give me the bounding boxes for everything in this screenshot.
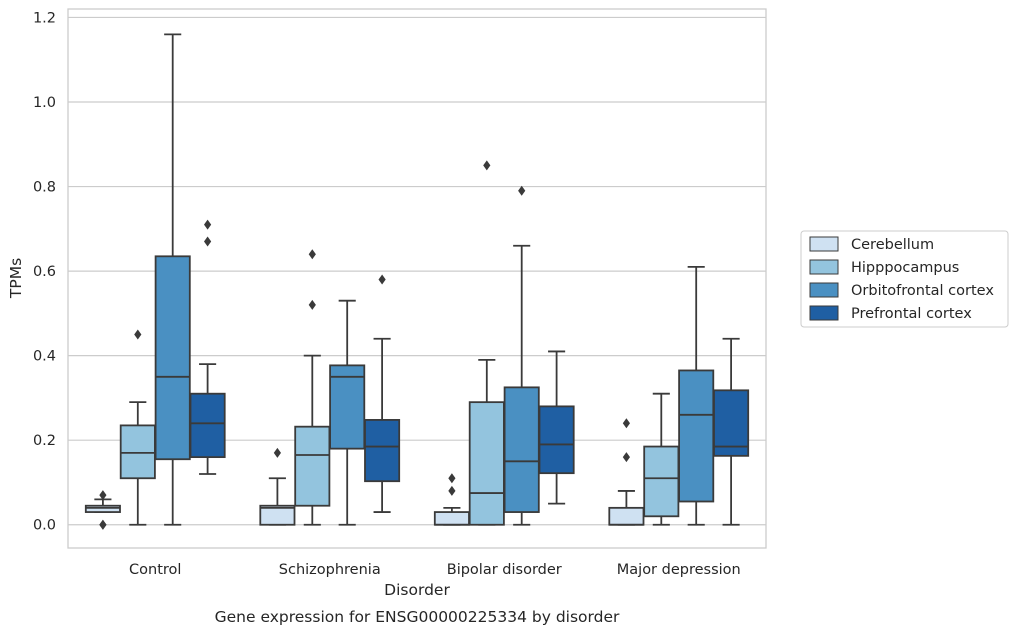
- outlier-point: [483, 160, 491, 171]
- box-iqr: [84, 504, 121, 513]
- outlier-point: [378, 274, 386, 285]
- box: [433, 473, 470, 526]
- box-iqr: [433, 511, 470, 526]
- legend-label: Orbitofrontal cortex: [851, 283, 994, 299]
- x-axis-ticks: Control Schizophrenia Bipolar disorder Majo…: [129, 562, 741, 578]
- box: [154, 33, 191, 526]
- outlier-point: [204, 219, 212, 230]
- box: [468, 160, 505, 526]
- legend-label: Cerebellum: [851, 237, 934, 253]
- box: [119, 329, 156, 526]
- y-tick-label: 0.2: [33, 433, 56, 449]
- box: [329, 299, 366, 526]
- legend-label: Prefrontal cortex: [851, 306, 972, 322]
- box: [678, 265, 715, 526]
- box: [538, 350, 575, 505]
- plot-frame: [67, 8, 767, 549]
- box-iqr: [259, 504, 296, 526]
- outlier-point: [448, 485, 456, 496]
- box-iqr: [364, 419, 401, 483]
- x-tick-label: Control: [129, 562, 181, 578]
- y-tick-label: 0.4: [33, 349, 56, 365]
- outlier-point: [448, 473, 456, 484]
- y-axis-label: TPMs: [7, 258, 25, 299]
- outlier-point: [273, 447, 281, 458]
- box-series: [84, 33, 750, 530]
- box: [713, 337, 750, 526]
- chart-caption: Gene expression for ENSG00000225334 by d…: [215, 608, 620, 626]
- box-iqr: [608, 506, 645, 526]
- outlier-point: [622, 452, 630, 463]
- legend: Cerebellum Hipppocampus Orbitofrontal cort…: [800, 230, 1009, 328]
- x-axis-label: Disorder: [384, 581, 450, 599]
- box: [364, 274, 401, 513]
- legend-swatch: [809, 305, 839, 321]
- outlier-point: [204, 236, 212, 247]
- y-tick-label: 0.0: [33, 518, 56, 534]
- box: [608, 418, 645, 526]
- box-iqr: [119, 424, 156, 480]
- box-iqr: [329, 364, 366, 450]
- box: [294, 249, 331, 526]
- outlier-point: [308, 299, 316, 310]
- box-iqr: [678, 369, 715, 503]
- outlier-point: [622, 418, 630, 429]
- box-iqr: [294, 425, 331, 507]
- outlier-point: [134, 329, 142, 340]
- box-iqr: [468, 401, 505, 526]
- x-tick-label: Major depression: [617, 562, 741, 578]
- legend-frame: [800, 230, 1009, 328]
- box: [259, 447, 296, 526]
- y-tick-label: 1.0: [33, 95, 56, 111]
- y-tick-label: 1.2: [33, 10, 56, 26]
- box-iqr: [503, 386, 540, 513]
- outlier-point: [308, 249, 316, 260]
- box: [503, 185, 540, 526]
- box-iqr: [643, 445, 680, 518]
- box-iqr: [538, 405, 575, 475]
- legend-swatch: [809, 236, 839, 252]
- box: [189, 219, 226, 475]
- legend-swatch: [809, 282, 839, 298]
- box: [84, 490, 121, 530]
- outlier-point: [518, 185, 526, 196]
- y-axis-ticks: 0.0 0.2 0.4 0.6 0.8 1.0 1.2: [33, 10, 56, 533]
- x-tick-label: Bipolar disorder: [447, 562, 562, 578]
- outlier-point: [99, 519, 107, 530]
- box-iqr: [189, 392, 226, 459]
- y-tick-label: 0.8: [33, 180, 56, 196]
- y-tick-label: 0.6: [33, 264, 56, 280]
- legend-label: Hipppocampus: [851, 260, 959, 276]
- x-tick-label: Schizophrenia: [279, 562, 381, 578]
- legend-swatch: [809, 259, 839, 275]
- box-iqr: [713, 389, 750, 457]
- outlier-point: [99, 490, 107, 501]
- box-iqr: [154, 255, 191, 461]
- box: [643, 392, 680, 526]
